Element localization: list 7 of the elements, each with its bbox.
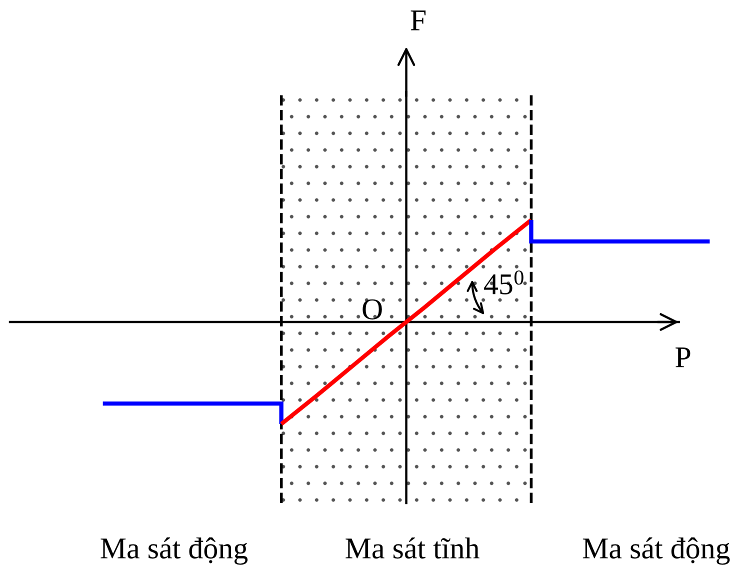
text: Ma sát động [582,537,730,565]
annotation: 45$^{0}$ [484,270,524,294]
text: Ma sát tĩnh [346,537,480,559]
text: Ma sát động [100,537,248,565]
x-axis-title: P [676,348,690,368]
annotation: O [362,299,382,320]
text: F [410,10,426,30]
